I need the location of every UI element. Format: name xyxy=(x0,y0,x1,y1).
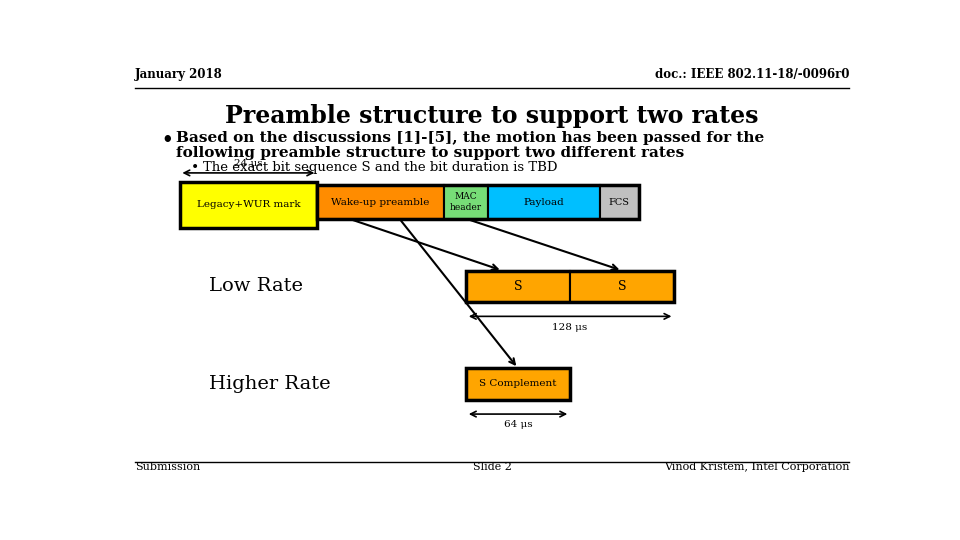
Text: Low Rate: Low Rate xyxy=(209,277,303,295)
Bar xyxy=(466,368,570,400)
Text: 128 μs: 128 μs xyxy=(553,322,588,332)
Bar xyxy=(600,185,638,219)
Text: Based on the discussions [1]-[5], the motion has been passed for the: Based on the discussions [1]-[5], the mo… xyxy=(176,131,764,145)
Text: Wake-up preamble: Wake-up preamble xyxy=(331,198,429,206)
Bar xyxy=(444,185,489,219)
Bar xyxy=(180,182,317,228)
Text: •: • xyxy=(161,131,173,150)
Text: Slide 2: Slide 2 xyxy=(472,462,512,472)
Bar xyxy=(466,271,570,302)
Text: Legacy+WUR mark: Legacy+WUR mark xyxy=(197,200,300,210)
Text: The exact bit sequence S and the bit duration is TBD: The exact bit sequence S and the bit dur… xyxy=(204,161,558,174)
Text: FCS: FCS xyxy=(609,198,630,206)
Bar xyxy=(466,271,674,302)
Text: Higher Rate: Higher Rate xyxy=(209,375,331,393)
Text: S: S xyxy=(618,280,627,293)
Bar xyxy=(317,185,444,219)
Text: MAC
header: MAC header xyxy=(450,192,482,212)
Text: Vinod Kristem, Intel Corporation: Vinod Kristem, Intel Corporation xyxy=(663,462,849,472)
Bar xyxy=(466,368,570,400)
Text: •: • xyxy=(191,161,199,176)
Text: following preamble structure to support two different rates: following preamble structure to support … xyxy=(176,146,684,160)
Text: S: S xyxy=(514,280,522,293)
Bar xyxy=(489,185,600,219)
Text: 24 μs: 24 μs xyxy=(234,159,263,168)
Bar xyxy=(570,271,674,302)
Text: January 2018: January 2018 xyxy=(134,69,223,82)
Bar xyxy=(317,185,638,219)
Text: doc.: IEEE 802.11-18/-0096r0: doc.: IEEE 802.11-18/-0096r0 xyxy=(655,69,849,82)
Text: Preamble structure to support two rates: Preamble structure to support two rates xyxy=(226,104,758,129)
Text: S Complement: S Complement xyxy=(479,380,557,388)
Text: Submission: Submission xyxy=(134,462,200,472)
Text: 64 μs: 64 μs xyxy=(504,420,533,429)
Text: Payload: Payload xyxy=(524,198,564,206)
